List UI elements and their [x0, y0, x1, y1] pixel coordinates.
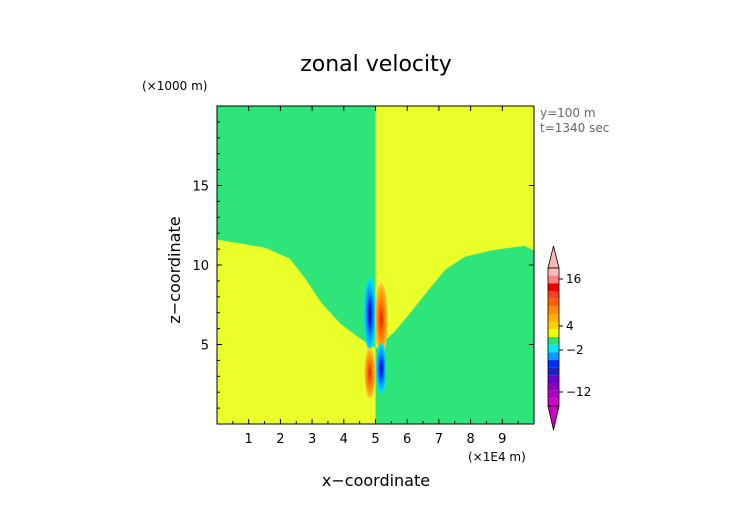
x-tick-label: 2: [276, 432, 284, 447]
annotation-y: y=100 m: [540, 106, 596, 120]
colorbar-swatch: [548, 352, 559, 360]
colorbar-label: 4: [566, 319, 574, 333]
colorbar-bottom-arrow: [547, 405, 560, 431]
x-tick-label: 1: [245, 432, 253, 447]
x-tick-label: 4: [340, 432, 348, 447]
chart-title: zonal velocity: [300, 52, 452, 77]
x-axis-unit: (×1E4 m): [468, 450, 526, 464]
colorbar: 16 4 −2 −12: [547, 245, 591, 431]
y-tick-label: 10: [192, 259, 209, 274]
colorbar-swatch: [548, 298, 559, 307]
colorbar-swatch: [548, 291, 559, 299]
colorbar-swatch: [548, 329, 559, 337]
velocity-cell-negative: [364, 277, 376, 351]
colorbar-label: 16: [566, 272, 581, 286]
colorbar-swatch: [548, 321, 559, 330]
colorbar-swatch: [548, 360, 559, 368]
velocity-field: [217, 106, 534, 424]
colorbar-swatch: [548, 306, 559, 314]
x-tick-label: 5: [371, 432, 379, 447]
colorbar-frame: [547, 267, 560, 407]
y-axis: 5 10 15: [192, 121, 534, 409]
x-axis-label: x−coordinate: [322, 471, 430, 490]
x-tick-label: 6: [403, 432, 411, 447]
velocity-cell-negative: [376, 342, 387, 394]
colorbar-swatch: [548, 383, 559, 391]
x-tick-label: 3: [308, 432, 316, 447]
colorbar-swatch: [548, 268, 559, 276]
y-axis-unit: (×1000 m): [142, 79, 207, 93]
colorbar-swatch: [548, 283, 559, 291]
colorbar-swatch: [548, 398, 559, 406]
colorbar-swatch: [548, 344, 559, 353]
colorbar-top-arrow: [547, 245, 560, 269]
velocity-cell-positive: [374, 282, 388, 356]
colorbar-label: −2: [566, 343, 584, 357]
x-tick-label: 8: [466, 432, 474, 447]
velocity-cell-positive: [364, 347, 376, 399]
colorbar-label: −12: [566, 385, 591, 399]
colorbar-swatch: [548, 390, 559, 399]
field-right-lower: [375, 245, 534, 424]
y-tick-label: 5: [201, 339, 209, 354]
annotation-t: t=1340 sec: [540, 121, 609, 135]
y-axis-label: z−coordinate: [165, 216, 184, 323]
x-tick-label: 7: [435, 432, 443, 447]
colorbar-swatch: [548, 275, 559, 284]
field-left-lower: [217, 239, 376, 424]
colorbar-swatch: [548, 314, 559, 322]
x-tick-label: 9: [498, 432, 506, 447]
x-axis: 1 2 3 4 5 6 7 8 9: [232, 106, 519, 447]
colorbar-swatch: [548, 367, 559, 376]
colorbar-swatch: [548, 375, 559, 383]
y-tick-label: 15: [192, 180, 209, 195]
colorbar-swatch: [548, 337, 559, 345]
